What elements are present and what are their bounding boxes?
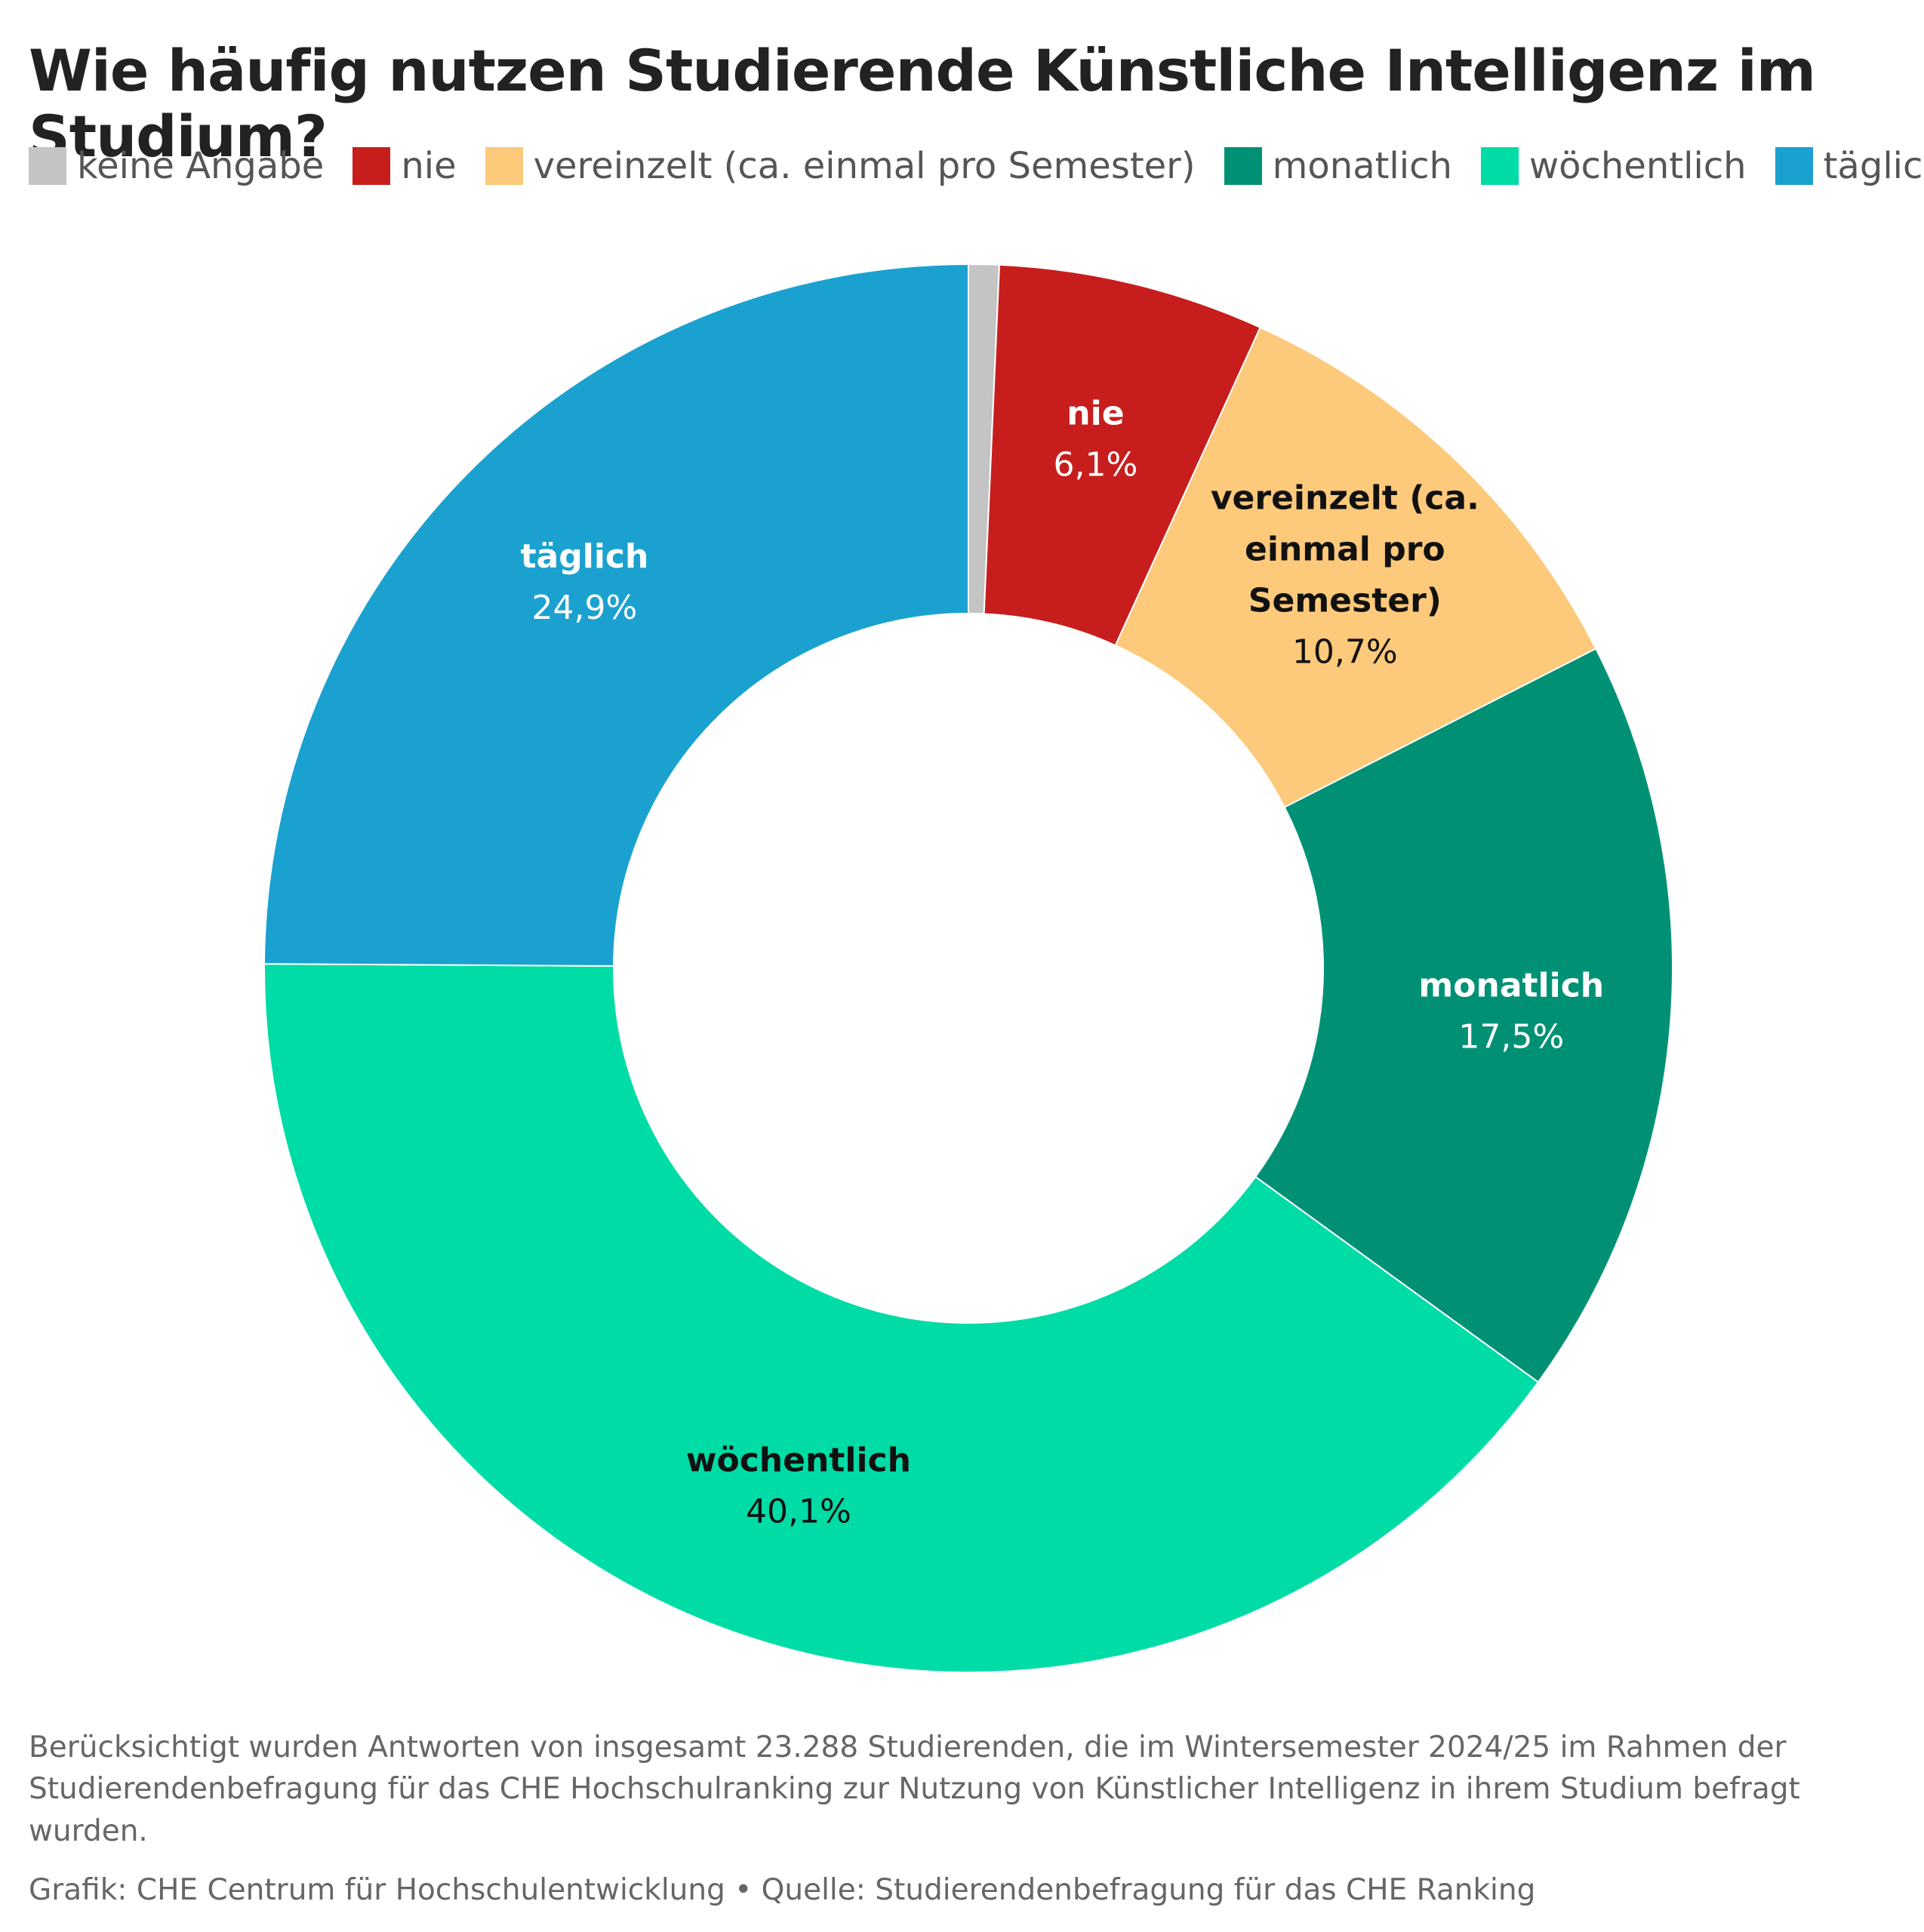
chart-source: Grafik: CHE Centrum für Hochschulentwick… <box>29 1873 1536 1907</box>
slice-label-vereinzelt-ca-einmal-pro-semester: vereinzelt (ca. einmal pro Semester) 10,7% <box>1211 479 1479 672</box>
legend-swatch <box>1775 147 1813 185</box>
slice-taeglich <box>263 263 969 968</box>
legend-item-taeglich: täglich <box>1775 147 1924 185</box>
legend-swatch <box>352 147 391 185</box>
legend-label: vereinzelt (ca. einmal pro Semester) <box>533 145 1196 187</box>
slice-name: einmal pro <box>1245 531 1445 569</box>
slice-monatlich <box>1254 648 1673 1383</box>
slice-label-taeglich: täglich 24,9% <box>521 537 649 627</box>
slice-nie <box>983 263 1261 647</box>
slice-value: 6,1% <box>1054 445 1138 484</box>
legend-label: monatlich <box>1272 145 1452 187</box>
slice-value: 17,5% <box>1458 1018 1564 1057</box>
slice-value: 40,1% <box>746 1492 851 1531</box>
slice-name: vereinzelt (ca. <box>1211 479 1479 518</box>
slice-label-monatlich: monatlich 17,5% <box>1418 967 1604 1057</box>
donut-slices <box>263 263 1673 1673</box>
donut-labels: nie 6,1% vereinzelt (ca. einmal pro Semester… <box>521 394 1605 1531</box>
legend-item-monatlich: monatlich <box>1224 147 1452 185</box>
slice-name: wöchentlich <box>686 1441 911 1479</box>
legend-item-nie: nie <box>352 145 457 187</box>
slice-name: Semester) <box>1248 582 1442 620</box>
slice-name: monatlich <box>1418 967 1604 1005</box>
legend-swatch <box>485 147 523 185</box>
slice-label-woechentlich: wöchentlich 40,1% <box>686 1441 911 1531</box>
donut-chart: nie 6,1% vereinzelt (ca. einmal pro Semester… <box>263 263 1673 1673</box>
slice-name: täglich <box>521 537 649 576</box>
legend-label: keine Angabe <box>77 145 325 187</box>
legend: keine Angabe nie vereinzelt (ca. einmal pr… <box>29 145 1924 187</box>
slice-woechentlich <box>263 963 1540 1673</box>
legend-label: wöchentlich <box>1528 145 1747 187</box>
chart-notes: Berücksichtigt wurden Antworten von insg… <box>29 1730 1800 1848</box>
legend-item-keine-angabe: keine Angabe <box>29 147 324 185</box>
legend-label: täglich <box>1823 145 1924 187</box>
legend-label: nie <box>401 145 457 187</box>
slice-value: 10,7% <box>1292 633 1398 672</box>
legend-swatch <box>1224 147 1262 185</box>
chart-title: Wie häufig nutzen Studierende Künstliche… <box>29 37 1816 171</box>
slice-vereinzelt-ca-einmal-pro-semester <box>1114 326 1597 808</box>
legend-item-woechentlich: wöchentlich <box>1480 145 1747 187</box>
slice-label-nie: nie 6,1% <box>1054 394 1138 484</box>
slice-value: 24,9% <box>532 589 638 627</box>
slice-name: nie <box>1067 394 1124 432</box>
legend-swatch <box>1480 147 1519 185</box>
legend-swatch <box>29 147 66 185</box>
legend-item-vereinzelt-ca-einmal-pro-semester: vereinzelt (ca. einmal pro Semester) <box>485 147 1196 185</box>
